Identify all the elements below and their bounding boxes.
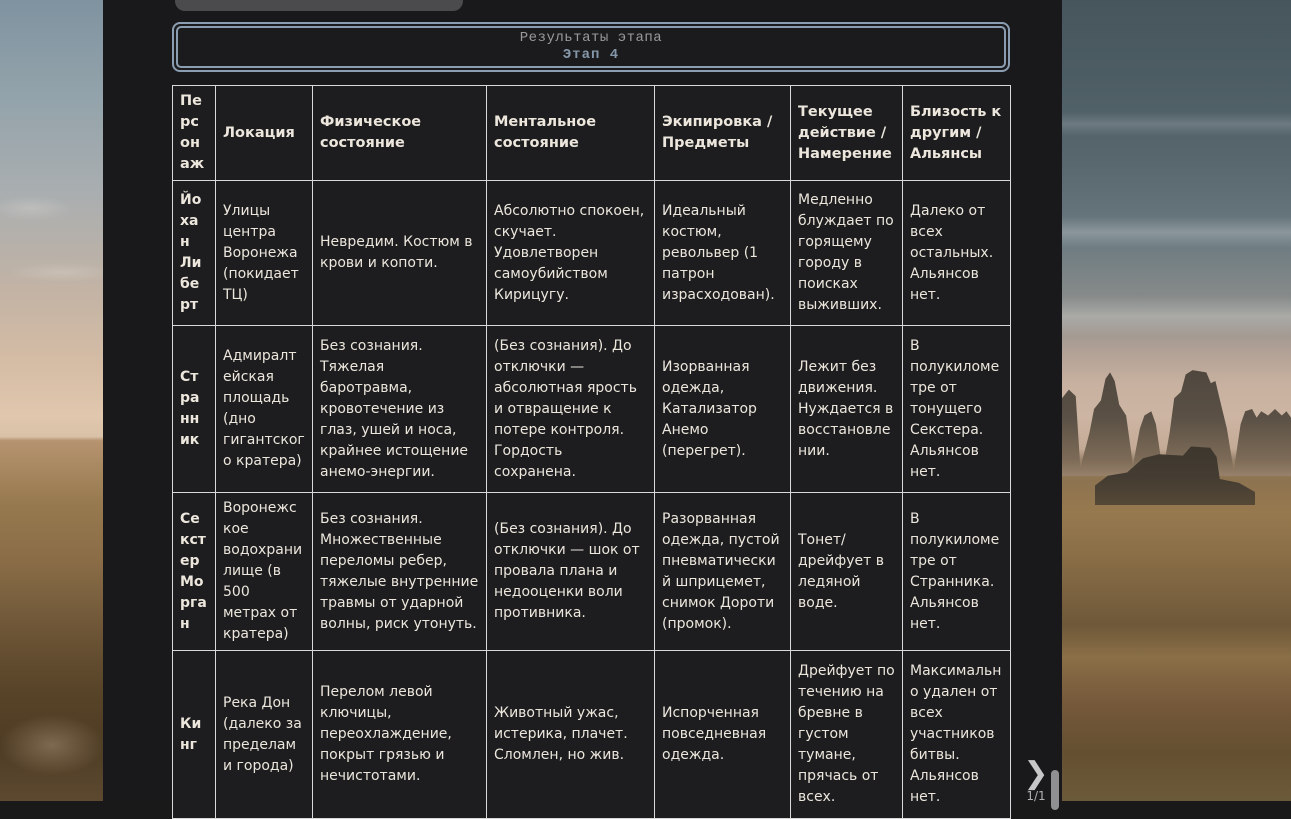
col-header-physical: Физическое состояние bbox=[312, 85, 487, 181]
collapsed-top-button[interactable] bbox=[175, 0, 463, 11]
col-header-mental: Ментальное состояние bbox=[486, 85, 655, 181]
cell-proximity: Далеко от всех остальных. Альянсов нет. bbox=[902, 180, 1011, 326]
col-header-proximity: Близость к другим / Альянсы bbox=[902, 85, 1011, 181]
cell-action: Лежит без движения. Нуждается в восстано… bbox=[790, 325, 903, 493]
col-header-equipment: Экипировка / Предметы bbox=[654, 85, 791, 181]
stage-results-title: Результаты этапа bbox=[519, 30, 663, 46]
cell-equipment: Изорванная одежда, Катализатор Анемо (пе… bbox=[654, 325, 791, 493]
table-row: Секстер Морган Воронежское водохранилище… bbox=[172, 492, 1011, 651]
cell-physical: Перелом левой ключицы, переохлаждение, п… bbox=[312, 650, 487, 819]
stage-results-table: Персонаж Локация Физическое состояние Ме… bbox=[172, 85, 1011, 819]
cell-physical: Без сознания. Множественные переломы реб… bbox=[312, 492, 487, 651]
cell-proximity: В полукилометре от Странника. Альянсов н… bbox=[902, 492, 1011, 651]
table-row: Странник Адмиралтейская площадь (дно гиг… bbox=[172, 325, 1011, 493]
cell-location: Воронежское водохранилище (в 500 метрах … bbox=[215, 492, 313, 651]
cell-location: Адмиралтейская площадь (дно гигантского … bbox=[215, 325, 313, 493]
cell-physical: Невредим. Костюм в крови и копоти. bbox=[312, 180, 487, 326]
cell-mental: (Без сознания). До отключки — абсолютная… bbox=[486, 325, 655, 493]
background-art-left bbox=[0, 0, 104, 801]
cell-mental: Абсолютно спокоен, скучает. Удовлетворен… bbox=[486, 180, 655, 326]
cell-equipment: Идеальный костюм, револьвер (1 патрон из… bbox=[654, 180, 791, 326]
cell-proximity: Максимально удален от всех участников би… bbox=[902, 650, 1011, 819]
next-page-chevron-icon[interactable]: ❯ bbox=[1023, 756, 1049, 791]
table-header-row: Персонаж Локация Физическое состояние Ме… bbox=[172, 85, 1011, 181]
col-header-action: Текущее действие / Намерение bbox=[790, 85, 903, 181]
cell-character: Кинг bbox=[172, 650, 216, 819]
cell-location: Река Дон (далеко за пределами города) bbox=[215, 650, 313, 819]
stage-results-header: Результаты этапа Этап 4 bbox=[172, 22, 1010, 72]
table-row: Кинг Река Дон (далеко за пределами город… bbox=[172, 650, 1011, 819]
cell-mental: Животный ужас, истерика, плачет. Сломлен… bbox=[486, 650, 655, 819]
cell-mental: (Без сознания). До отключки — шок от про… bbox=[486, 492, 655, 651]
col-header-character: Персонаж bbox=[172, 85, 216, 181]
stage-number: Этап 4 bbox=[562, 47, 620, 63]
cell-action: Дрейфует по течению на бревне в густом т… bbox=[790, 650, 903, 819]
cell-action: Тонет/ дрейфует в ледяной воде. bbox=[790, 492, 903, 651]
cell-physical: Без сознания. Тяжелая баротравма, кровот… bbox=[312, 325, 487, 493]
table-row: Йохан Либерт Улицы центра Воронежа (поки… bbox=[172, 180, 1011, 326]
cell-character: Йохан Либерт bbox=[172, 180, 216, 326]
stage-results-header-inner: Результаты этапа Этап 4 bbox=[176, 26, 1006, 68]
col-header-location: Локация bbox=[215, 85, 313, 181]
scrollbar-thumb[interactable] bbox=[1051, 770, 1059, 810]
cell-location: Улицы центра Воронежа (покидает ТЦ) bbox=[215, 180, 313, 326]
cell-character: Секстер Морган bbox=[172, 492, 216, 651]
cell-action: Медленно блуждает по горящему городу в п… bbox=[790, 180, 903, 326]
page-indicator: 1/1 bbox=[1026, 789, 1046, 803]
cell-equipment: Разорванная одежда, пустой пневматически… bbox=[654, 492, 791, 651]
cell-proximity: В полукилометре от тонущего Секстера. Ал… bbox=[902, 325, 1011, 493]
content-panel: Результаты этапа Этап 4 Персонаж Локация… bbox=[103, 0, 1062, 819]
cell-character: Странник bbox=[172, 325, 216, 493]
cell-equipment: Испорченная повседневная одежда. bbox=[654, 650, 791, 819]
